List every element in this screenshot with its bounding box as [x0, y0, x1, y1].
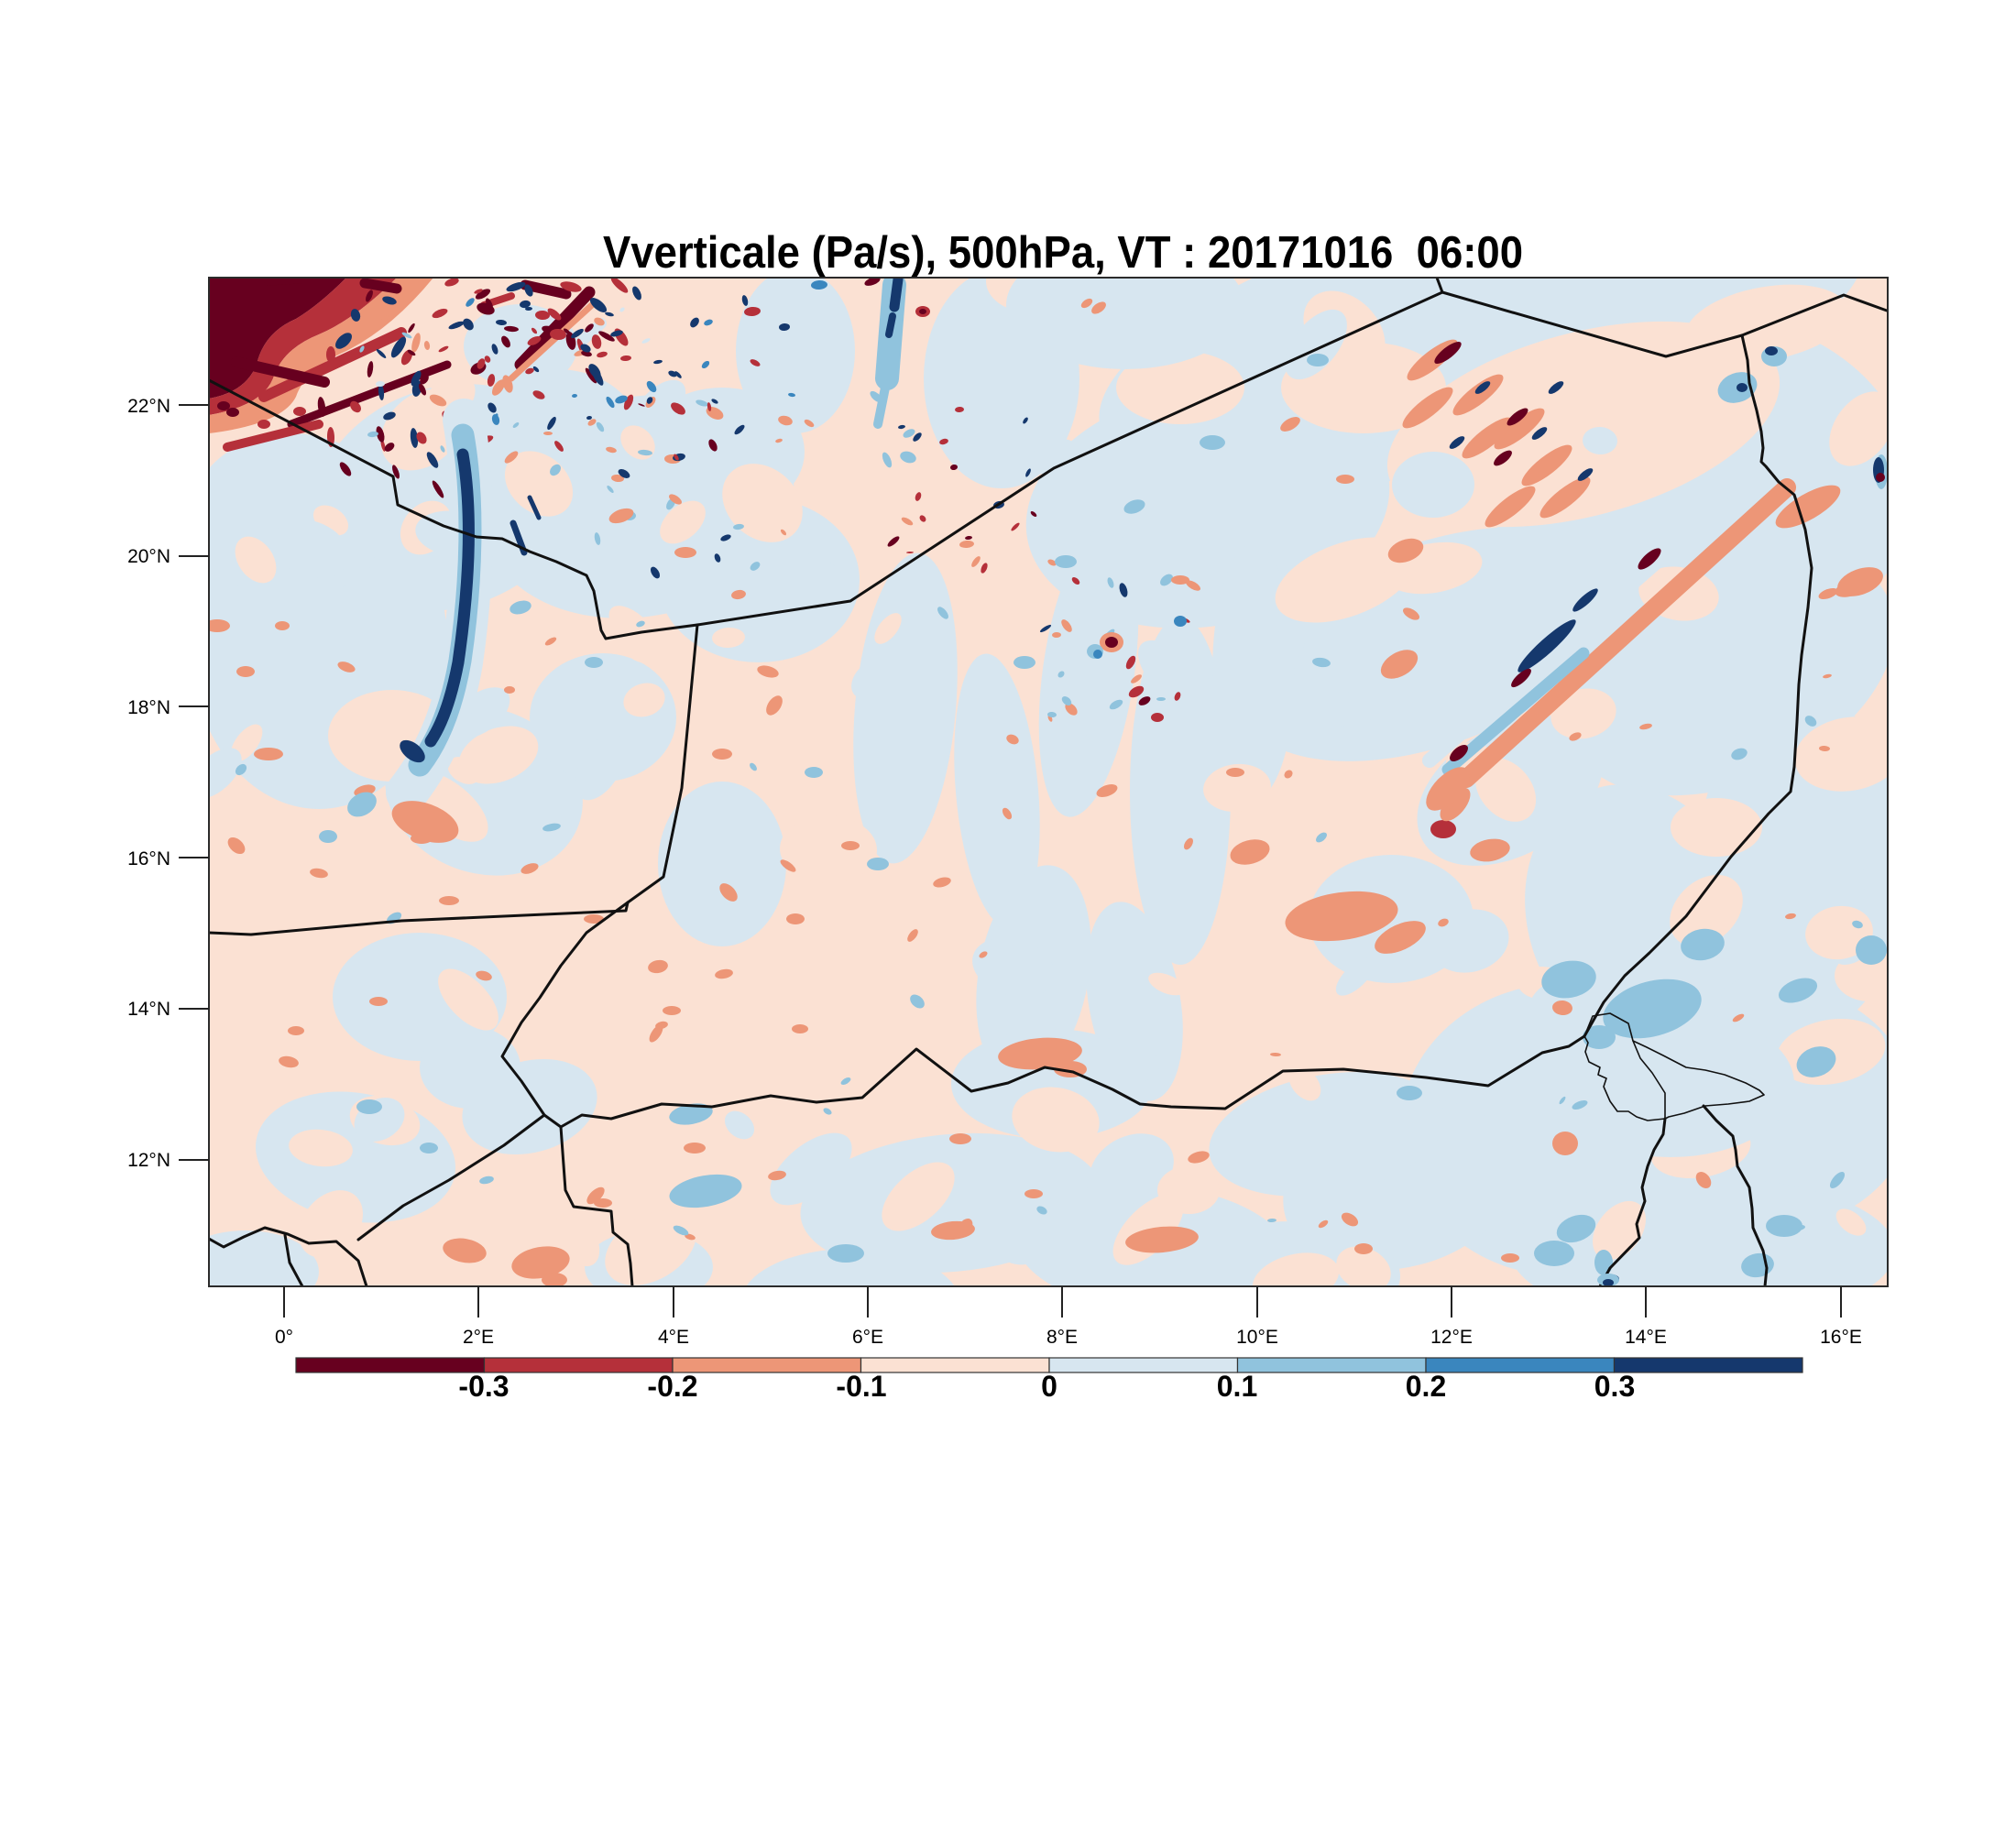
svg-text:16°E: 16°E	[1820, 1327, 1862, 1348]
svg-text:6°E: 6°E	[852, 1327, 883, 1348]
svg-text:0.3: 0.3	[1594, 1370, 1635, 1403]
svg-text:0°: 0°	[275, 1327, 293, 1348]
svg-text:12°N: 12°N	[127, 1150, 170, 1171]
svg-text:22°N: 22°N	[127, 396, 170, 417]
svg-text:8°E: 8°E	[1046, 1327, 1078, 1348]
svg-text:-0.1: -0.1	[836, 1370, 886, 1403]
svg-text:20°N: 20°N	[127, 546, 170, 567]
svg-text:12°E: 12°E	[1430, 1327, 1473, 1348]
svg-text:0.1: 0.1	[1217, 1370, 1257, 1403]
svg-text:18°N: 18°N	[127, 697, 170, 718]
svg-text:4°E: 4°E	[658, 1327, 689, 1348]
svg-text:0: 0	[1041, 1370, 1057, 1403]
svg-text:2°E: 2°E	[463, 1327, 494, 1348]
svg-text:Vverticale (Pa/s), 500hPa, VT: Vverticale (Pa/s), 500hPa, VT : 20171016…	[603, 228, 1523, 278]
svg-text:14°E: 14°E	[1625, 1327, 1667, 1348]
svg-text:-0.3: -0.3	[458, 1370, 509, 1403]
svg-text:0.2: 0.2	[1406, 1370, 1446, 1403]
svg-text:14°N: 14°N	[127, 999, 170, 1020]
svg-text:16°N: 16°N	[127, 848, 170, 869]
svg-text:-0.2: -0.2	[647, 1370, 697, 1403]
svg-text:10°E: 10°E	[1236, 1327, 1278, 1348]
